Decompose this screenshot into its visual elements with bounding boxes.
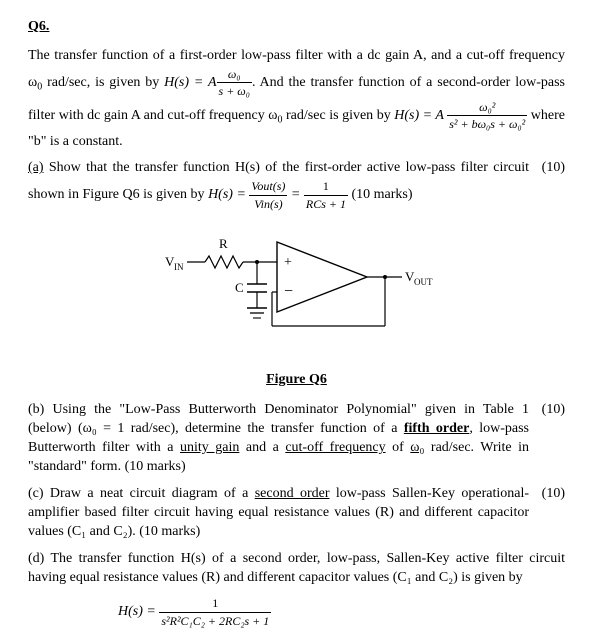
fraction: ω₀² s² + bω₀s + ω₀² bbox=[447, 99, 527, 132]
part-d: (d) The transfer function H(s) of a seco… bbox=[28, 550, 565, 588]
fraction: 1 s²R²C₁C₂ + 2RC₂s + 1 bbox=[159, 595, 271, 628]
t: H(s) = bbox=[208, 187, 249, 202]
fraction: 1 RCs + 1 bbox=[304, 178, 348, 211]
circuit-diagram: V IN R C + − V OUT bbox=[147, 226, 447, 356]
part-d-eq: H(s) = 1 s²R²C₁C₂ + 2RC₂s + 1 bbox=[118, 595, 565, 628]
part-b: (b) Using the "Low-Pass Butterworth Deno… bbox=[28, 401, 565, 485]
t: Vout(s) bbox=[251, 179, 285, 193]
num: ω₀² bbox=[447, 99, 527, 116]
t: = bbox=[291, 187, 304, 202]
den: s²R²C₁C₂ + 2RC₂s + 1 bbox=[159, 613, 271, 629]
question-label: Q6. bbox=[28, 18, 565, 37]
figure-caption: Figure Q6 bbox=[28, 371, 565, 390]
num: ω₀ bbox=[217, 66, 252, 83]
den: s² + bω₀s + ω₀² bbox=[447, 116, 527, 132]
num: Vout(s) bbox=[249, 178, 287, 195]
marks: (10) bbox=[529, 485, 565, 550]
num: 1 bbox=[159, 595, 271, 612]
t: rad/sec is given by bbox=[282, 108, 394, 123]
t: H(s) = bbox=[118, 604, 159, 619]
minus-icon: − bbox=[284, 283, 293, 300]
den: Vin(s) bbox=[249, 196, 287, 212]
marks: (10) bbox=[529, 159, 565, 219]
marks: (10) bbox=[529, 401, 565, 485]
t: and a bbox=[239, 440, 285, 455]
t: fifth order bbox=[404, 421, 470, 436]
t: second order bbox=[255, 486, 330, 501]
r-label: R bbox=[219, 236, 228, 251]
t: ω₀² bbox=[479, 100, 495, 114]
t: unity gain bbox=[180, 440, 239, 455]
fraction: Vout(s) Vin(s) bbox=[249, 178, 287, 211]
den: s + ω₀ bbox=[217, 83, 252, 99]
t: s² + bω₀s + ω₀² bbox=[449, 117, 525, 131]
t: s + ω₀ bbox=[219, 84, 250, 98]
fraction: ω₀ s + ω₀ bbox=[217, 66, 252, 99]
t: s²R²C₁C₂ + 2RC₂s + 1 bbox=[161, 614, 269, 628]
t: Vin(s) bbox=[254, 197, 282, 211]
t: (10 marks) bbox=[351, 187, 412, 202]
t: rad/sec, is given by bbox=[42, 75, 164, 90]
figure-q6: V IN R C + − V OUT bbox=[28, 226, 565, 363]
t: H(s) = A bbox=[394, 108, 447, 123]
t: H(s) = A bbox=[164, 75, 216, 90]
t: RCs + 1 bbox=[306, 197, 346, 211]
t: fifth order bbox=[404, 421, 470, 436]
num: 1 bbox=[304, 178, 348, 195]
c-label: C bbox=[235, 280, 244, 295]
vin-sub: IN bbox=[174, 262, 184, 272]
vout-sub: OUT bbox=[414, 277, 433, 287]
t: cut-off frequency bbox=[285, 440, 385, 455]
part-c: (c) Draw a neat circuit diagram of a sec… bbox=[28, 485, 565, 550]
t: (d) The transfer function H(s) of a seco… bbox=[28, 551, 565, 585]
t: ω₀ bbox=[228, 67, 241, 81]
den: RCs + 1 bbox=[304, 196, 348, 212]
part-a: (a) Show that the transfer function H(s)… bbox=[28, 159, 565, 219]
t: of bbox=[386, 440, 411, 455]
t: (c) Draw a neat circuit diagram of a bbox=[28, 486, 255, 501]
plus-icon: + bbox=[284, 255, 292, 270]
intro-para: The transfer function of a first-order l… bbox=[28, 47, 565, 152]
t: ω₀ bbox=[410, 440, 424, 455]
part-label: (a) bbox=[28, 160, 44, 175]
